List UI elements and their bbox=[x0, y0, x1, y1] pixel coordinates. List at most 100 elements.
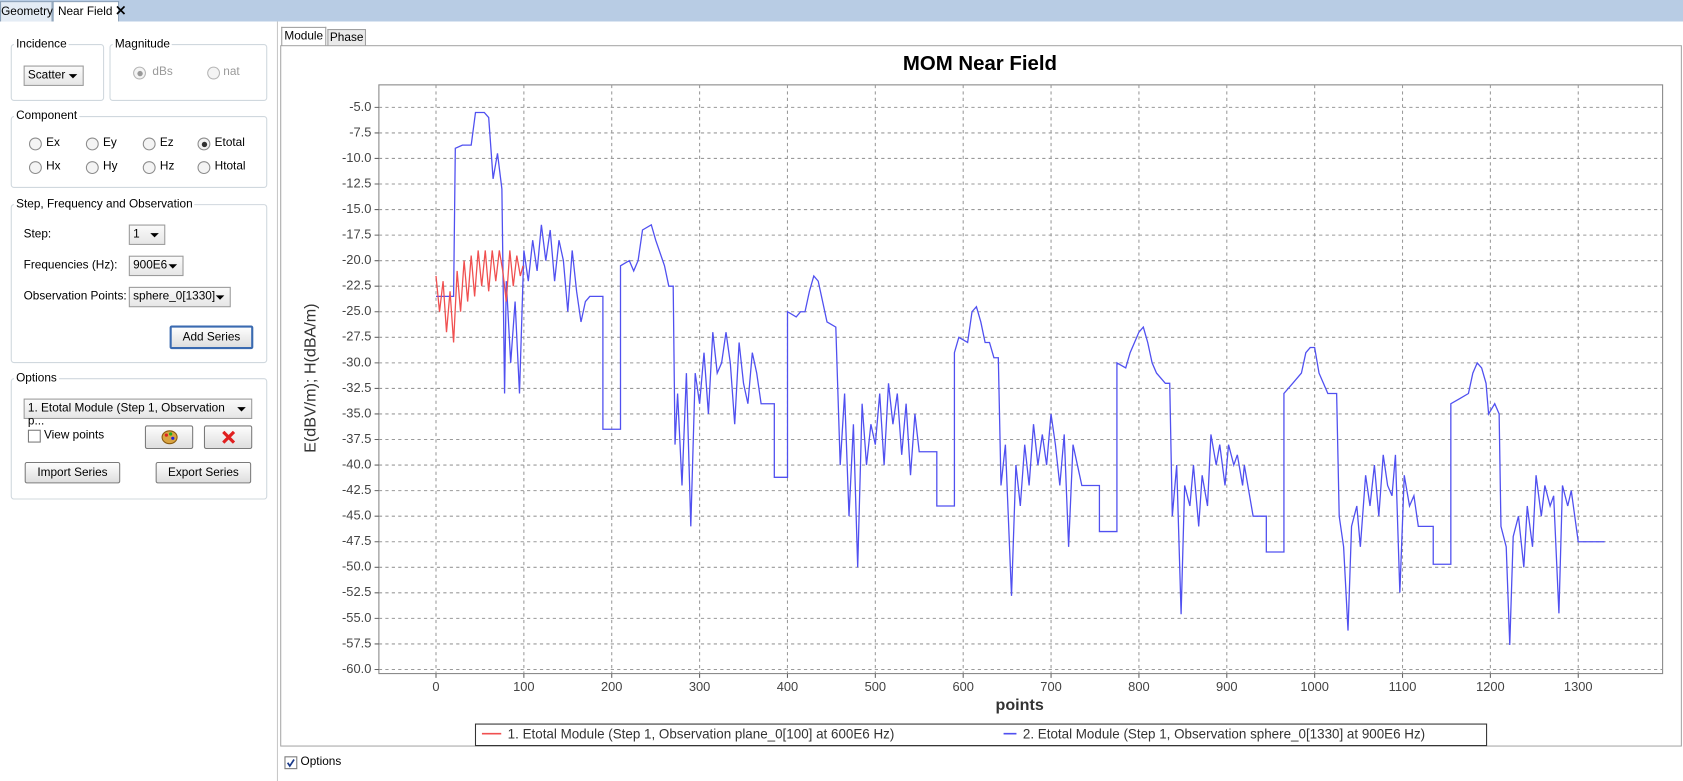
radio-button[interactable] bbox=[28, 161, 42, 175]
x-axis-label: points bbox=[996, 696, 1044, 714]
y-tick-label: -60.0 bbox=[342, 661, 371, 676]
group-title: Incidence bbox=[13, 37, 69, 51]
dropdown[interactable]: Scatter bbox=[23, 65, 84, 86]
x-tick-label: 1000 bbox=[1300, 679, 1329, 694]
checkbox-label: Options bbox=[300, 755, 342, 769]
y-tick-label: -47.5 bbox=[342, 533, 371, 548]
group-title: Magnitude bbox=[112, 37, 173, 51]
y-tick-label: -42.5 bbox=[342, 482, 371, 497]
y-tick-label: -40.0 bbox=[342, 456, 371, 471]
y-tick-label: -50.0 bbox=[342, 559, 371, 574]
tab-active[interactable]: Near Field bbox=[52, 1, 120, 23]
field-label: Step: bbox=[23, 227, 52, 241]
y-tick-label: -37.5 bbox=[342, 431, 371, 446]
y-tick-label: -7.5 bbox=[349, 124, 371, 139]
y-tick-label: -15.0 bbox=[342, 201, 371, 216]
y-tick-label: -20.0 bbox=[342, 252, 371, 267]
plot-area bbox=[378, 84, 1664, 675]
x-tick-label: 1300 bbox=[1564, 679, 1593, 694]
y-tick-label: -10.0 bbox=[342, 150, 371, 165]
field-label: Frequencies (Hz): bbox=[23, 258, 118, 272]
series-line bbox=[435, 250, 524, 343]
checkbox-label: View points bbox=[44, 428, 105, 442]
tab[interactable]: Geometry bbox=[0, 1, 53, 23]
button[interactable]: Export Series bbox=[155, 461, 252, 484]
dropdown[interactable]: 900E6 bbox=[128, 255, 184, 277]
delete-icon bbox=[221, 430, 235, 444]
y-tick-label: -25.0 bbox=[342, 303, 371, 318]
checkbox[interactable] bbox=[27, 429, 41, 443]
y-axis-label: E(dBV/m); H(dBA/m) bbox=[302, 303, 320, 452]
color-button[interactable] bbox=[144, 425, 194, 450]
x-tick-label: 300 bbox=[689, 679, 710, 694]
button[interactable]: Add Series bbox=[169, 325, 254, 350]
series-line bbox=[435, 111, 1605, 646]
radio-button[interactable] bbox=[197, 137, 211, 151]
radio-button[interactable] bbox=[85, 137, 99, 151]
y-tick-label: -30.0 bbox=[342, 354, 371, 369]
y-tick-label: -35.0 bbox=[342, 405, 371, 420]
radio-button[interactable] bbox=[142, 137, 156, 151]
group-box bbox=[10, 378, 268, 500]
radio-button[interactable] bbox=[133, 66, 146, 80]
checkbox[interactable] bbox=[284, 756, 298, 770]
dropdown[interactable]: sphere_0[1330] bbox=[128, 286, 231, 308]
button[interactable]: Import Series bbox=[24, 461, 121, 484]
radio-label: Ex bbox=[46, 136, 60, 150]
y-tick-label: -17.5 bbox=[342, 227, 371, 242]
radio-button[interactable] bbox=[85, 161, 99, 175]
radio-button[interactable] bbox=[142, 161, 156, 175]
tab[interactable]: Phase bbox=[327, 29, 367, 47]
group-title: Step, Frequency and Observation bbox=[13, 197, 195, 211]
radio-label: dBs bbox=[152, 65, 173, 79]
y-tick-label: -5.0 bbox=[349, 99, 371, 114]
chart: MOM Near Field points E(dBV/m); H(dBA/m)… bbox=[280, 45, 1682, 747]
close-icon[interactable] bbox=[116, 5, 126, 15]
radio-label: Hz bbox=[159, 160, 175, 173]
x-tick-label: 900 bbox=[1216, 679, 1237, 694]
y-tick-label: -45.0 bbox=[342, 508, 371, 523]
x-tick-label: 0 bbox=[432, 679, 439, 694]
y-tick-label: -12.5 bbox=[342, 175, 371, 190]
dropdown[interactable]: 1. Etotal Module (Step 1, Observation p.… bbox=[23, 398, 253, 428]
x-tick-label: 500 bbox=[865, 679, 886, 694]
y-tick-label: -22.5 bbox=[342, 278, 371, 293]
radio-button[interactable] bbox=[207, 66, 221, 80]
y-tick-label: -27.5 bbox=[342, 329, 371, 344]
x-tick-label: 400 bbox=[777, 679, 798, 694]
radio-label: Hx bbox=[46, 160, 61, 173]
x-tick-label: 1200 bbox=[1476, 679, 1505, 694]
legend-label: 2. Etotal Module (Step 1, Observation sp… bbox=[1023, 726, 1425, 741]
x-tick-label: 100 bbox=[513, 679, 534, 694]
legend-box bbox=[474, 723, 1488, 747]
chart-title: MOM Near Field bbox=[903, 53, 1057, 75]
palette-icon bbox=[161, 430, 178, 445]
tab-bar bbox=[0, 0, 1683, 22]
group-box bbox=[10, 116, 268, 188]
y-tick-label: -57.5 bbox=[342, 635, 371, 650]
check-mark bbox=[286, 759, 295, 768]
radio-label: Htotal bbox=[214, 160, 246, 173]
radio-button[interactable] bbox=[28, 137, 42, 151]
delete-button[interactable] bbox=[203, 425, 253, 450]
x-tick-label: 200 bbox=[601, 679, 622, 694]
radio-label: Ey bbox=[103, 136, 117, 150]
field-label: Observation Points: bbox=[23, 290, 127, 303]
group-title: Component bbox=[13, 109, 80, 123]
group-title: Options bbox=[13, 371, 59, 385]
x-tick-label: 600 bbox=[952, 679, 973, 694]
x-tick-label: 700 bbox=[1040, 679, 1061, 694]
y-tick-label: -32.5 bbox=[342, 380, 371, 395]
radio-label: Etotal bbox=[214, 136, 245, 150]
radio-label: Hy bbox=[103, 160, 118, 173]
legend-label: 1. Etotal Module (Step 1, Observation pl… bbox=[508, 726, 895, 741]
tab-active[interactable]: Module bbox=[281, 26, 327, 47]
radio-label: Ez bbox=[159, 136, 174, 150]
dropdown[interactable]: 1 bbox=[128, 224, 166, 245]
x-tick-label: 800 bbox=[1128, 679, 1149, 694]
y-tick-label: -52.5 bbox=[342, 584, 371, 599]
radio-button[interactable] bbox=[197, 161, 211, 175]
y-tick-label: -55.0 bbox=[342, 610, 371, 625]
x-tick-label: 1100 bbox=[1389, 679, 1417, 694]
